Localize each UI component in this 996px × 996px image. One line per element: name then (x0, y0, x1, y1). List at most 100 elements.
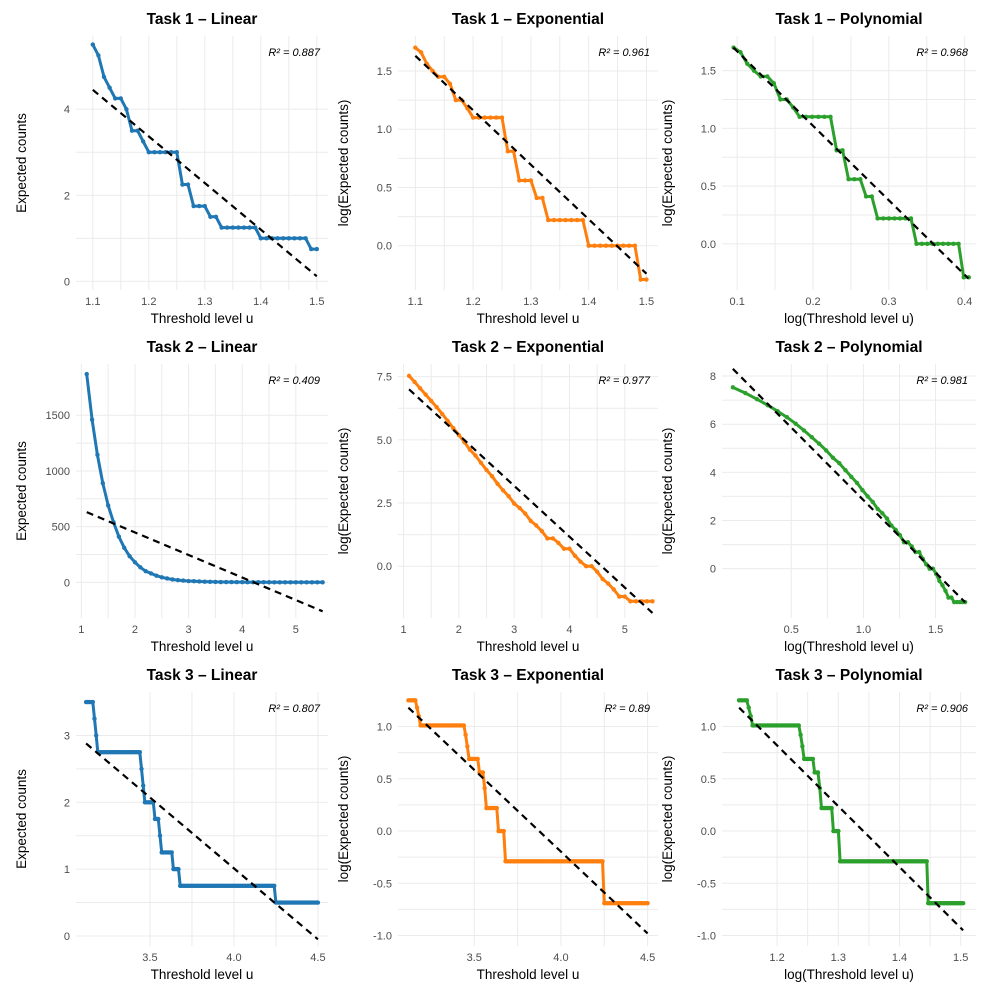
y-tick-label: 0 (64, 577, 70, 589)
data-point (236, 225, 241, 230)
data-point (836, 828, 841, 834)
y-tick-label: 2 (64, 797, 70, 809)
data-point (137, 749, 143, 755)
data-point (556, 540, 561, 546)
data-point (880, 511, 885, 516)
data-point (180, 182, 185, 187)
data-point (745, 61, 750, 66)
x-axis-label: log(Threshold level u) (784, 639, 914, 654)
y-tick-label: 0 (64, 931, 70, 943)
x-tick-label: 1.0 (856, 624, 871, 636)
data-point (574, 217, 580, 223)
data-point (303, 236, 308, 241)
data-point (506, 493, 511, 499)
y-tick-label: 2 (64, 190, 70, 202)
plot-area (90, 42, 319, 278)
data-point (484, 467, 489, 473)
data-point (225, 225, 230, 230)
data-point (800, 744, 805, 749)
data-point (501, 828, 506, 834)
panel-title: Task 1 – Exponential (452, 11, 604, 28)
data-point (118, 96, 124, 101)
data-point (181, 578, 186, 583)
data-point (253, 225, 258, 230)
data-point (771, 81, 777, 86)
y-tick-label: -0.5 (373, 878, 392, 890)
data-point (95, 452, 100, 457)
panel-t1-exp: 1.1 1.2 1.3 1.4 1.5 0.0 0.5 1.0 1.5 Task 1 – Expo… (336, 11, 658, 326)
y-tick-label: 7.5 (377, 372, 392, 384)
x-tick-label: 3 (511, 624, 517, 636)
y-tick-label: 1 (64, 864, 70, 876)
data-point (229, 579, 234, 585)
data-point (107, 85, 112, 90)
r2-annotation: R² = 0.977 (598, 375, 651, 387)
x-tick-label: 1.4 (892, 952, 907, 964)
data-point (600, 576, 605, 582)
y-tick-label: 1.0 (701, 123, 716, 135)
data-point (141, 783, 146, 788)
data-point (275, 236, 280, 241)
y-axis-label: log(Expected counts) (660, 100, 675, 227)
x-tick-label: 1.2 (465, 296, 480, 308)
x-axis-label: Threshold level u (151, 311, 254, 326)
data-point (185, 182, 191, 187)
y-tick-label: 5.0 (377, 435, 392, 447)
x-tick-label: 2 (132, 624, 138, 636)
y-tick-label: 0.0 (701, 826, 716, 838)
data-point (828, 114, 833, 120)
plot-area (84, 371, 325, 613)
data-point (453, 97, 458, 103)
data-point (744, 698, 750, 703)
data-point (843, 467, 848, 473)
plot-area (406, 373, 655, 614)
data-point (730, 385, 736, 390)
data-point (557, 217, 562, 223)
data-point (428, 398, 434, 404)
panel-title: Task 3 – Exponential (452, 667, 604, 684)
r2-annotation: R² = 0.887 (268, 47, 321, 59)
data-point (943, 588, 948, 593)
data-point (413, 45, 418, 50)
y-tick-label: 1.5 (701, 66, 716, 78)
data-point (517, 178, 522, 183)
data-point (892, 216, 897, 221)
data-point (869, 194, 875, 199)
data-point (746, 705, 751, 710)
data-point (413, 698, 418, 703)
y-tick-label: 0.0 (377, 241, 392, 253)
data-point (793, 421, 798, 426)
data-point (523, 511, 528, 516)
x-tick-label: 1.2 (769, 952, 784, 964)
data-point (837, 460, 842, 466)
data-point (281, 236, 286, 241)
r2-annotation: R² = 0.906 (916, 703, 969, 715)
y-tick-label: 3 (64, 730, 70, 742)
data-point (545, 536, 550, 541)
data-point (482, 115, 487, 120)
panel-title: Task 2 – Linear (147, 339, 258, 356)
data-point (754, 396, 760, 402)
data-point (157, 150, 163, 155)
data-point (164, 576, 170, 581)
fit-line (738, 706, 964, 932)
data-point (440, 411, 445, 417)
x-axis-label: Threshold level u (477, 639, 580, 654)
data-point (961, 900, 966, 906)
data-point (540, 195, 545, 201)
data-point (852, 176, 857, 182)
data-point (586, 243, 591, 248)
data-point (113, 96, 118, 101)
data-point (650, 599, 655, 604)
x-tick-label: 0.5 (784, 624, 799, 636)
data-point (499, 115, 505, 120)
data-point (517, 505, 522, 511)
data-point (240, 579, 245, 585)
data-point (141, 139, 146, 144)
r2-annotation: R² = 0.968 (916, 47, 969, 59)
data-point (207, 579, 213, 584)
data-point (139, 766, 144, 772)
data-point (213, 579, 218, 585)
data-point (292, 236, 297, 241)
data-point (451, 425, 456, 431)
